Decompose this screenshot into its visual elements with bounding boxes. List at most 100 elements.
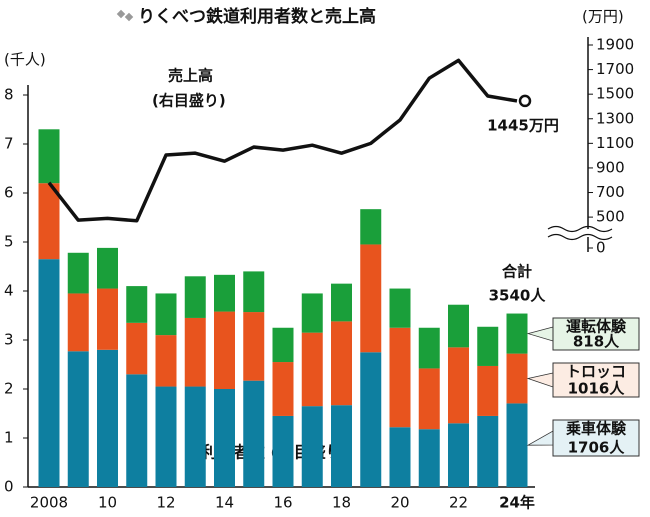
title-icon <box>116 9 134 22</box>
bar-segment <box>506 313 528 354</box>
bar-segment <box>360 352 382 487</box>
bar-segment <box>477 415 499 487</box>
bar-segment <box>243 271 265 313</box>
x-tick-label: 10 <box>98 494 117 512</box>
bar-segment <box>331 405 352 487</box>
line <box>47 58 518 223</box>
x-tick-label: 24年 <box>499 494 535 512</box>
legend-value: 818人 <box>573 333 620 351</box>
legend-label: トロッコ <box>566 363 626 381</box>
bar-segment <box>477 326 499 366</box>
y-tick-label: 6 <box>4 184 14 202</box>
callout-pointer <box>526 326 554 342</box>
bar-segment <box>418 327 440 369</box>
legend-value: 1016人 <box>568 380 626 398</box>
bar-segment <box>272 415 294 487</box>
bar-segment <box>360 244 382 353</box>
x-tick-label: 16 <box>273 494 292 512</box>
bar-segment <box>418 429 440 487</box>
total-title: 合計 <box>501 263 532 281</box>
bar-segment <box>184 386 206 487</box>
bar-segment <box>331 321 352 406</box>
line-annotation: 売上高 <box>168 67 213 85</box>
bar-segment <box>184 317 206 387</box>
bar-segment <box>301 332 323 407</box>
y2-tick-label: 500 <box>596 208 625 226</box>
bar-segment <box>301 406 323 487</box>
bar-segment <box>243 312 265 381</box>
bar-segment <box>301 293 323 333</box>
bar-segment <box>360 209 382 245</box>
legend-box <box>552 317 640 351</box>
bar-segment <box>126 374 148 487</box>
bar-segment <box>448 423 469 487</box>
x-tick-label: 14 <box>215 494 234 512</box>
legend-label: 乗車体験 <box>566 420 627 438</box>
legend-box <box>552 362 640 398</box>
legend-box <box>552 419 640 457</box>
y2-tick-label: 1500 <box>596 85 634 103</box>
axis-break <box>547 233 613 241</box>
y-tick-label: 2 <box>4 380 14 398</box>
y2-tick-label: 1900 <box>596 36 634 54</box>
bar-segment <box>67 351 89 487</box>
line-end-marker <box>518 94 532 108</box>
bar-segment <box>243 380 265 487</box>
bar-segment <box>97 247 118 289</box>
bar-segment <box>331 283 352 322</box>
legend-label: 運転体験 <box>566 318 627 336</box>
y2-tick-label: 1300 <box>596 109 634 127</box>
y-tick-label: 7 <box>4 135 14 153</box>
y-tick-label: 5 <box>4 233 14 251</box>
y-tick-label: 3 <box>4 331 14 349</box>
bar-segment <box>38 183 60 260</box>
bar-segment <box>506 353 528 404</box>
bar-segment <box>214 274 235 312</box>
bar-segment <box>67 252 89 294</box>
legend-value: 1706人 <box>568 439 626 457</box>
y2-tick-label: 700 <box>596 183 625 201</box>
y-tick-label: 0 <box>4 478 14 496</box>
bar-segment <box>214 389 235 487</box>
line-annotation-sub: (右目盛り) <box>152 92 226 110</box>
chart-title: りくべつ鉄道利用者数と売上高 <box>138 6 376 27</box>
y2-unit: (万円) <box>582 8 624 26</box>
bar-segment <box>184 276 206 318</box>
bar-segment <box>97 349 118 487</box>
bar-segment <box>67 293 89 352</box>
x-tick-label: 2008 <box>30 494 68 512</box>
bar-segment <box>155 293 177 336</box>
bar-segment <box>477 365 499 416</box>
x-tick-label: 18 <box>332 494 351 512</box>
y2-tick-label: 1100 <box>596 134 634 152</box>
bar-segment <box>155 335 177 387</box>
y-tick-label: 4 <box>4 282 14 300</box>
bar-segment <box>126 286 148 323</box>
y2-tick-label: 1700 <box>596 60 634 78</box>
callout-pointer <box>526 430 554 446</box>
x-tick-label: 22 <box>449 494 468 512</box>
axis-break <box>547 225 613 233</box>
y-unit: (千人) <box>4 51 46 69</box>
bar-segment <box>389 327 411 428</box>
x-tick-label: 20 <box>390 494 409 512</box>
total-label: 3540人 <box>489 287 547 305</box>
y2-tick-label: 900 <box>596 158 625 176</box>
y-tick-label: 1 <box>4 429 14 447</box>
line-value-label: 1445万円 <box>487 116 559 134</box>
bar-segment <box>272 327 294 363</box>
bar-segment <box>448 347 469 424</box>
bar-segment <box>155 386 177 487</box>
y-tick-label: 8 <box>4 86 14 104</box>
x-tick-label: 12 <box>156 494 175 512</box>
y2-tick-label: 0 <box>596 239 606 257</box>
bar-segment <box>214 311 235 389</box>
bar-segment <box>126 322 148 375</box>
bar-segment <box>389 427 411 487</box>
bar-segment <box>97 288 118 350</box>
bar-segment <box>38 259 60 487</box>
bar-segment <box>448 304 469 348</box>
bar-segment <box>272 362 294 416</box>
bar-segment <box>38 129 60 184</box>
